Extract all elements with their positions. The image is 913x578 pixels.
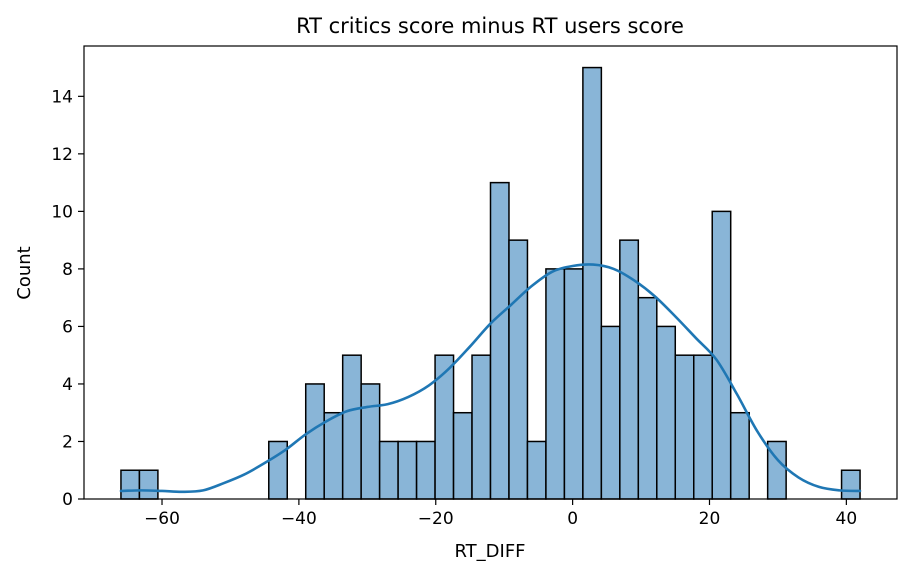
histogram-bar-22: [656, 325, 677, 500]
y-tick-label: 4: [62, 375, 73, 395]
x-tick-label: 20: [699, 509, 721, 529]
histogram-bar-1: [138, 469, 159, 500]
y-axis-ticks: 0 2 4 6 8 10 12 14: [51, 87, 84, 510]
histogram-bar-28: [840, 469, 861, 500]
histogram-bar-17: [563, 268, 584, 500]
histogram-bar-10: [434, 354, 455, 500]
histogram-bar-20: [619, 239, 640, 500]
histogram-bar-15: [526, 440, 547, 500]
histogram-bar-7: [378, 440, 399, 500]
histogram-bar-9: [415, 440, 436, 500]
histogram-bar-3: [304, 383, 325, 500]
histogram-bar-21: [637, 296, 658, 500]
histogram-bar-11: [452, 411, 473, 500]
histogram-bar-6: [360, 383, 381, 500]
histogram-bar-13: [489, 181, 510, 500]
histogram-bar-24: [693, 354, 713, 500]
y-tick-label: 8: [62, 260, 73, 280]
histogram-bar-4: [323, 411, 344, 500]
y-tick-label: 12: [51, 145, 73, 165]
plot-frame: [83, 45, 898, 500]
y-tick-label: 2: [62, 432, 73, 452]
histogram-bar-16: [545, 268, 566, 500]
histogram-bar-8: [397, 440, 418, 500]
x-axis-title: RT_DIFF: [454, 541, 525, 562]
x-tick-label: −40: [281, 509, 317, 529]
histogram-bar-26: [729, 411, 750, 500]
y-axis-title: Count: [14, 246, 35, 299]
histogram-bar-18: [582, 66, 603, 500]
y-tick-label: 10: [51, 202, 73, 222]
kde-curve: [119, 263, 862, 494]
x-tick-label: −20: [418, 509, 454, 529]
histogram-bar-12: [471, 354, 492, 500]
x-tick-label: −60: [144, 509, 180, 529]
histogram-bar-0: [120, 469, 141, 500]
histogram-bar-14: [508, 239, 529, 500]
histogram-bar-25: [711, 210, 732, 500]
x-tick-label: 40: [836, 509, 858, 529]
histogram-bar-5: [341, 354, 362, 500]
bars-layer: [120, 66, 861, 500]
chart-title: RT critics score minus RT users score: [296, 14, 684, 38]
kde-layer: [119, 263, 862, 494]
y-tick-label: 6: [62, 317, 73, 337]
histogram-bar-23: [674, 354, 695, 500]
x-axis-ticks: −60 −40 −20 0 20 40: [144, 499, 857, 529]
x-tick-label: 0: [567, 509, 578, 529]
y-tick-label: 14: [51, 87, 73, 107]
histogram-bar-19: [600, 325, 621, 500]
y-tick-label: 0: [62, 490, 73, 510]
